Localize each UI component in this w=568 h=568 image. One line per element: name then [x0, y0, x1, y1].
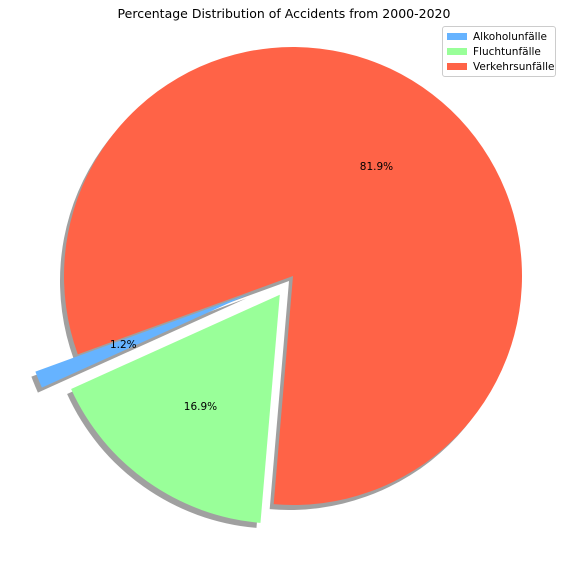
chart-title: Percentage Distribution of Accidents fro…	[117, 6, 451, 21]
legend-label: Verkehrsunfälle	[473, 60, 555, 73]
legend-label: Fluchtunfälle	[473, 45, 541, 58]
legend-label: Alkoholunfälle	[473, 30, 547, 43]
legend-item: Fluchtunfälle	[443, 44, 555, 59]
pie-percent-label: 1.2%	[110, 339, 137, 351]
pie-slice-verkehrsunfälle	[63, 47, 522, 505]
legend-swatch	[447, 48, 467, 55]
pie-slice-alkoholunfälle	[35, 293, 251, 388]
legend-swatch	[447, 33, 467, 40]
pie-percent-label: 81.9%	[360, 161, 393, 173]
pie-percent-label: 16.9%	[184, 401, 217, 413]
pie-slice-shadow	[31, 298, 247, 393]
chart-legend: Alkoholunfälle Fluchtunfälle Verkehrsunfäl…	[442, 26, 556, 77]
legend-swatch	[447, 63, 467, 70]
legend-item: Alkoholunfälle	[443, 29, 555, 44]
pie-slice-fluchtunfälle	[71, 294, 280, 523]
legend-item: Verkehrsunfälle	[443, 59, 555, 74]
